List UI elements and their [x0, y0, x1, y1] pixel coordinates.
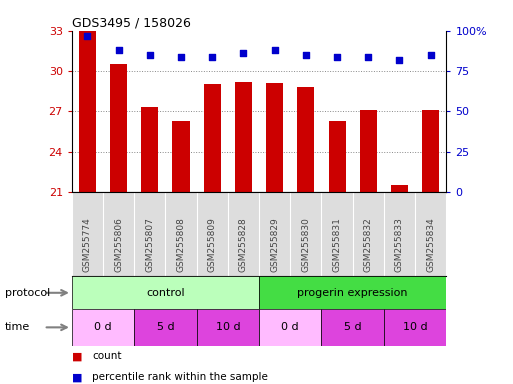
Text: 5 d: 5 d: [344, 322, 362, 333]
Bar: [79, 31, 96, 192]
Text: control: control: [146, 288, 185, 298]
Text: ■: ■: [72, 372, 82, 382]
Text: GSM255807: GSM255807: [145, 217, 154, 272]
Bar: [298, 87, 314, 192]
Point: [208, 53, 216, 60]
Point: [146, 52, 154, 58]
Bar: [72, 276, 259, 309]
Bar: [328, 121, 346, 192]
Point: [114, 47, 123, 53]
Text: GSM255832: GSM255832: [364, 217, 373, 272]
Point: [240, 50, 248, 56]
Text: 0 d: 0 d: [94, 322, 112, 333]
Text: time: time: [5, 322, 30, 333]
Point: [364, 53, 372, 60]
Text: GDS3495 / 158026: GDS3495 / 158026: [72, 17, 191, 30]
Bar: [172, 121, 190, 192]
Text: 5 d: 5 d: [156, 322, 174, 333]
Bar: [259, 276, 446, 309]
Point: [396, 57, 404, 63]
Bar: [384, 309, 446, 346]
Text: GSM255828: GSM255828: [239, 217, 248, 272]
Text: GSM255808: GSM255808: [176, 217, 186, 272]
Bar: [266, 83, 283, 192]
Bar: [391, 185, 408, 192]
Text: 10 d: 10 d: [403, 322, 427, 333]
Text: percentile rank within the sample: percentile rank within the sample: [92, 372, 268, 382]
Text: protocol: protocol: [5, 288, 50, 298]
Bar: [235, 82, 252, 192]
Point: [302, 52, 310, 58]
Text: progerin expression: progerin expression: [298, 288, 408, 298]
Text: GSM255831: GSM255831: [332, 217, 342, 272]
Bar: [196, 309, 259, 346]
Bar: [134, 309, 196, 346]
Bar: [72, 309, 134, 346]
Text: ■: ■: [72, 351, 82, 361]
Point: [270, 47, 279, 53]
Text: GSM255774: GSM255774: [83, 217, 92, 272]
Bar: [141, 108, 159, 192]
Bar: [322, 309, 384, 346]
Bar: [259, 309, 322, 346]
Bar: [110, 65, 127, 192]
Text: GSM255806: GSM255806: [114, 217, 123, 272]
Point: [177, 53, 185, 60]
Bar: [204, 84, 221, 192]
Point: [333, 53, 341, 60]
Point: [83, 33, 91, 39]
Text: GSM255809: GSM255809: [208, 217, 217, 272]
Text: GSM255830: GSM255830: [301, 217, 310, 272]
Text: count: count: [92, 351, 122, 361]
Point: [427, 52, 435, 58]
Text: GSM255834: GSM255834: [426, 217, 435, 272]
Text: GSM255829: GSM255829: [270, 217, 279, 272]
Text: 10 d: 10 d: [215, 322, 240, 333]
Bar: [360, 110, 377, 192]
Bar: [422, 110, 439, 192]
Text: 0 d: 0 d: [282, 322, 299, 333]
Text: GSM255833: GSM255833: [395, 217, 404, 272]
